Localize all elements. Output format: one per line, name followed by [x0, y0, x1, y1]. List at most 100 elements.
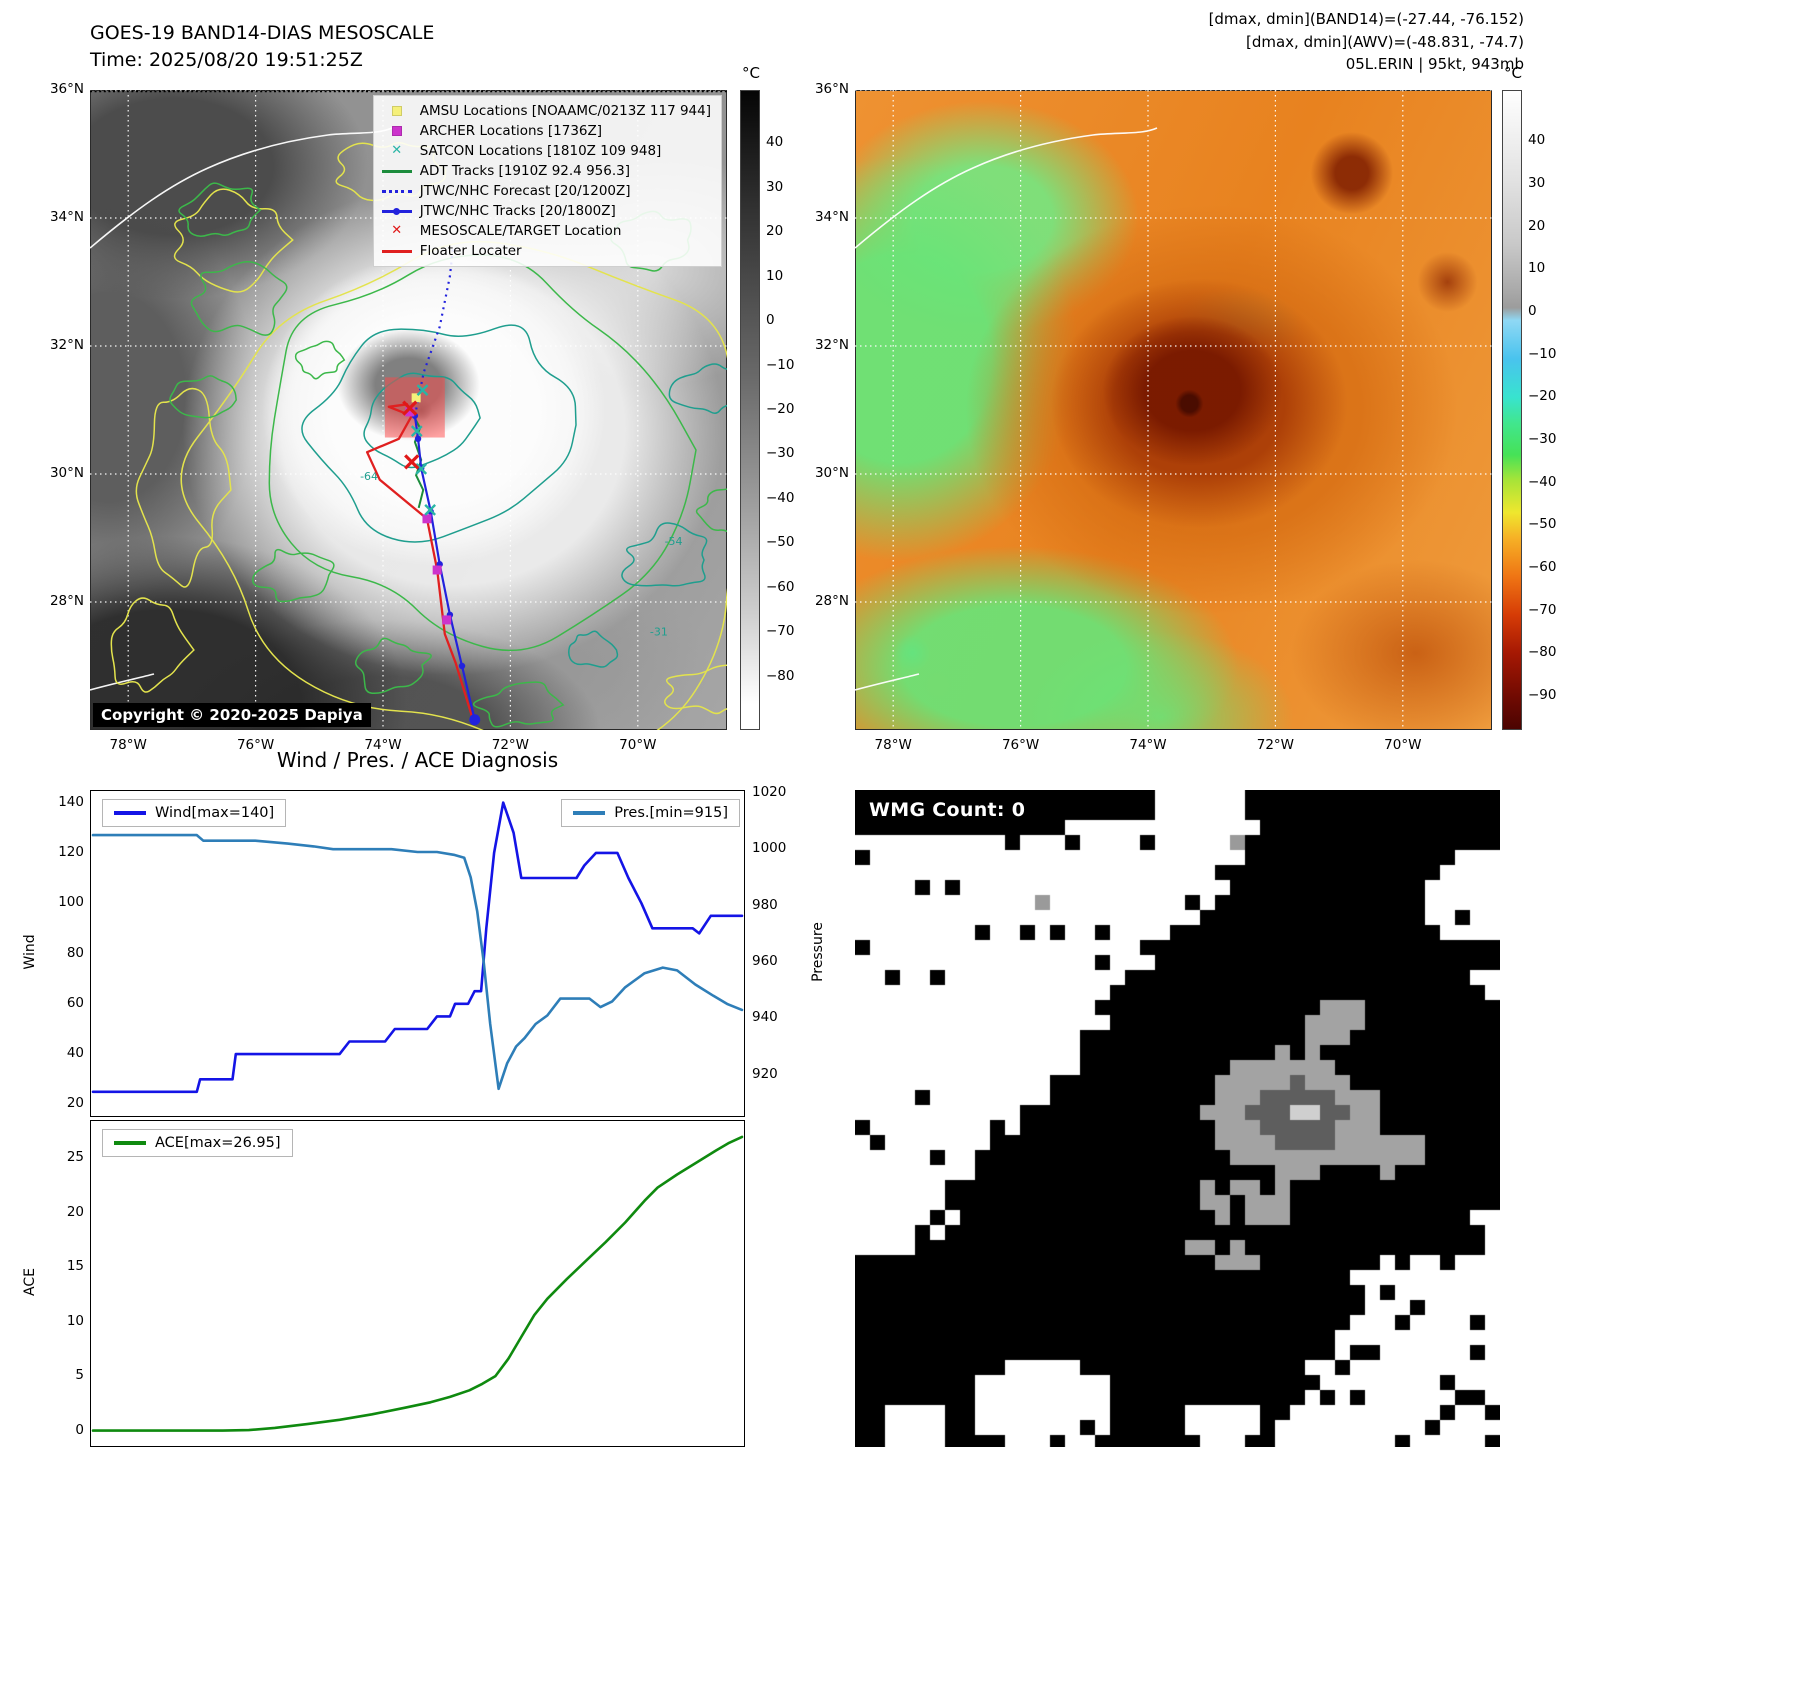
legend-label: ADT Tracks [1910Z 92.4 956.3]	[419, 163, 630, 179]
lat-tick-label: 36°N	[49, 81, 84, 97]
colorbar-tick-label: 30	[1528, 174, 1546, 191]
colorbar-enhanced-ir-unit: °C	[1504, 64, 1522, 82]
lon-tick-label: 74°W	[1129, 737, 1167, 753]
ace-axis-label: ACE	[22, 1268, 38, 1296]
y-tick-label: 20	[66, 1203, 84, 1220]
colorbar-tick-label: −80	[1528, 644, 1557, 661]
fix-markers	[402, 384, 481, 726]
map-legend: AMSU Locations [NOAAMC/0213Z 117 944] ARC…	[372, 95, 722, 267]
colorbar-tick-label: 0	[1528, 302, 1537, 319]
colorbar-tick-label: −60	[766, 578, 795, 595]
storm-tracks	[365, 246, 476, 721]
wmg-panel: WMG Count: 0	[855, 790, 1500, 1447]
y-tick-label: 980	[752, 896, 778, 913]
ir-contours: -64 -54 -31	[110, 142, 727, 730]
y-tick-label: 20	[66, 1095, 84, 1112]
pressure-legend: Pres.[min=915]	[561, 799, 740, 827]
lat-tick-label: 34°N	[49, 209, 84, 225]
ace-plot	[91, 1135, 744, 1432]
colorbar-tick-label: −20	[1528, 388, 1557, 405]
coastline	[855, 127, 1158, 691]
lat-tick-label: 28°N	[49, 593, 84, 609]
lon-tick-label: 72°W	[1256, 737, 1295, 753]
lat-tick-label: 30°N	[814, 465, 849, 481]
lon-tick-label: 78°W	[109, 737, 147, 753]
colorbar-tick-label: 0	[766, 312, 775, 329]
svg-text:-54: -54	[665, 535, 683, 548]
colorbar-tick-label: −30	[766, 445, 795, 462]
ace-legend: ACE[max=26.95]	[102, 1129, 293, 1157]
enhanced-ir-map	[855, 90, 1492, 730]
ace-legend-label: ACE[max=26.95]	[155, 1135, 281, 1151]
y-tick-label: 960	[752, 952, 778, 969]
colorbar-tick-label: −10	[1528, 345, 1557, 362]
wind-legend-label: Wind[max=140]	[155, 805, 275, 821]
wind-pressure-chart	[90, 790, 745, 1117]
wind-legend-line-icon	[114, 811, 146, 815]
y-tick-label: 25	[66, 1149, 84, 1166]
y-tick-label: 10	[66, 1312, 84, 1329]
wind-legend: Wind[max=140]	[102, 799, 287, 827]
legend-item: JTWC/NHC Tracks [20/1800Z]	[381, 203, 711, 219]
legend-label: MESOSCALE/TARGET Location	[419, 223, 622, 239]
colorbar-tick-label: −60	[1528, 558, 1557, 575]
y-tick-label: 5	[75, 1367, 84, 1384]
ace-max-series	[91, 1135, 744, 1432]
legend-item: JTWC/NHC Forecast [20/1200Z]	[381, 183, 711, 199]
colorbar-tick-label: −70	[1528, 601, 1557, 618]
colorbar-tick-label: −90	[1528, 686, 1557, 703]
legend-item: AMSU Locations [NOAAMC/0213Z 117 944]	[382, 103, 711, 119]
lon-tick-label: 72°W	[491, 737, 530, 753]
svg-text:-64: -64	[360, 470, 378, 483]
colorbar-tick-label: 20	[1528, 217, 1546, 234]
y-tick-label: 0	[75, 1421, 84, 1438]
y-tick-label: 1000	[752, 840, 787, 857]
band14-map: -64 -54 -31 AMSU Locations [NOAAMC/0213Z 1…	[90, 90, 727, 730]
diagnosis-chart-title: Wind / Pres. / ACE Diagnosis	[276, 748, 559, 772]
legend-label: Floater Locater	[419, 243, 522, 259]
colorbar-tick-label: −30	[1528, 430, 1557, 447]
y-tick-label: 940	[752, 1009, 778, 1026]
legend-dotted-icon	[381, 184, 412, 198]
legend-item: ARCHER Locations [1736Z]	[382, 123, 711, 139]
wind-max-series	[91, 801, 744, 1094]
svg-text:-31: -31	[650, 625, 668, 638]
legend-label: JTWC/NHC Tracks [20/1800Z]	[419, 203, 616, 219]
y-tick-label: 80	[66, 944, 84, 961]
legend-label: JTWC/NHC Forecast [20/1200Z]	[419, 183, 631, 199]
band14-map-overlay: -64 -54 -31	[90, 90, 727, 730]
colorbar-tick-label: −40	[766, 489, 795, 506]
colorbar-tick-label: −70	[766, 623, 795, 640]
legend-item: ADT Tracks [1910Z 92.4 956.3]	[381, 163, 711, 179]
legend-line-icon	[381, 164, 412, 178]
lon-tick-label: 70°W	[1384, 737, 1422, 753]
y-tick-label: 1020	[752, 783, 787, 800]
legend-item: ✕ MESOSCALE/TARGET Location	[382, 223, 711, 239]
map-gridlines	[855, 90, 1492, 730]
colorbar-tick-label: 20	[766, 223, 784, 240]
lat-tick-label: 34°N	[814, 209, 849, 225]
pressure-legend-label: Pres.[min=915]	[614, 805, 728, 821]
legend-x-icon: ✕	[391, 223, 403, 238]
lat-tick-label: 32°N	[814, 337, 849, 353]
pressure-legend-line-icon	[573, 811, 606, 815]
y-tick-label: 100	[58, 894, 84, 911]
colorbar-enhanced-ir	[1502, 90, 1522, 730]
colorbar-tick-label: 40	[766, 134, 784, 151]
legend-item: Floater Locater	[381, 243, 711, 259]
goes-title: GOES-19 BAND14-DIAS MESOSCALE	[90, 22, 435, 44]
y-tick-label: 15	[66, 1258, 84, 1275]
colorbar-band14	[740, 90, 760, 730]
lon-tick-label: 76°W	[236, 737, 275, 753]
colorbar-tick-label: 40	[1528, 132, 1546, 149]
y-tick-label: 60	[66, 994, 84, 1011]
pressure-axis-label: Pressure	[810, 922, 826, 982]
goes-title-block: GOES-19 BAND14-DIAS MESOSCALE Time: 2025…	[90, 20, 434, 73]
storm-header-block: [dmax, dmin](BAND14)=(-27.44, -76.152) […	[1209, 8, 1524, 76]
coastline	[90, 127, 393, 691]
colorbar-tick-label: −10	[766, 356, 795, 373]
ace-chart	[90, 1120, 745, 1447]
legend-line-icon	[381, 244, 412, 258]
legend-x-icon: ✕	[391, 143, 403, 158]
wind-axis-label: Wind	[22, 934, 38, 970]
